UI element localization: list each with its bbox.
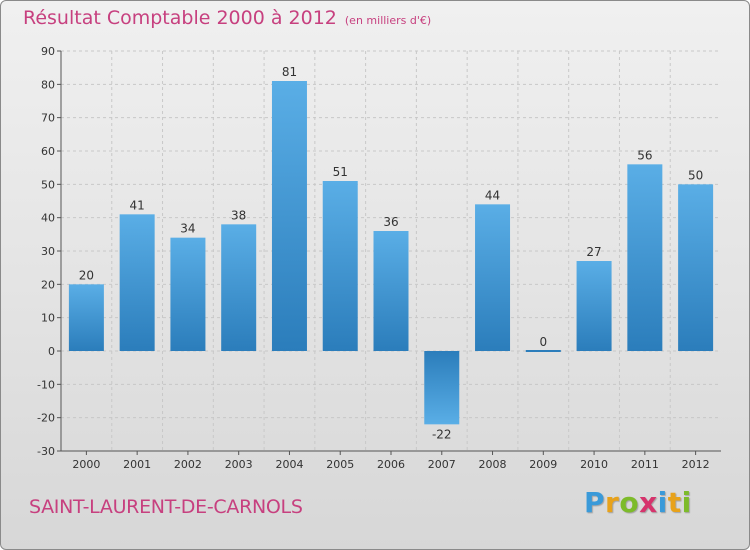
y-tick-label: 0 (48, 345, 55, 358)
chart-title: Résultat Comptable 2000 à 2012 (en millie… (23, 7, 431, 29)
bar-2005 (322, 181, 358, 351)
value-label-2005: 51 (333, 165, 348, 179)
logo-letter: i (657, 486, 668, 519)
x-tick-label-2009: 2009 (529, 458, 557, 471)
town-name: SAINT-LAURENT-DE-CARNOLS (29, 496, 303, 518)
value-label-2006: 36 (383, 215, 398, 229)
x-tick-label-2007: 2007 (428, 458, 456, 471)
x-tick-label-2000: 2000 (72, 458, 100, 471)
y-tick-label: 60 (41, 145, 55, 158)
y-tick-label: 90 (41, 45, 55, 58)
bar-2011 (627, 164, 663, 351)
bar-2006 (373, 231, 409, 351)
chart-subtitle: (en milliers d'€) (344, 14, 432, 27)
bar-2008 (475, 204, 511, 351)
chart-title-text: Résultat Comptable 2000 à 2012 (23, 7, 337, 29)
logo-letter: r (605, 486, 620, 519)
label-layer: 20 41 34 38 81 51 36 -22 44 0 27 56 50 (79, 65, 704, 441)
bar-2007 (424, 351, 460, 425)
x-tick-label-2012: 2012 (682, 458, 710, 471)
logo-letter: P (584, 486, 606, 519)
value-label-2002: 34 (180, 222, 195, 236)
bar-2001 (119, 214, 155, 351)
y-tick-label: 70 (41, 112, 55, 125)
y-tick-label: -10 (37, 378, 55, 391)
value-label-2010: 27 (586, 245, 601, 259)
bar-layer (68, 81, 714, 425)
y-tick-label: 30 (41, 245, 55, 258)
y-tick-label: -30 (37, 445, 55, 458)
x-tick-label-2002: 2002 (174, 458, 202, 471)
bar-2002 (170, 237, 206, 351)
logo-letter: o (619, 486, 640, 519)
x-tick-label-2011: 2011 (631, 458, 659, 471)
bar-2000 (68, 284, 104, 351)
logo-letter: t (667, 486, 682, 519)
y-tick-label: 80 (41, 78, 55, 91)
x-tick-label-2004: 2004 (275, 458, 303, 471)
y-tick-label: 20 (41, 278, 55, 291)
x-tick-label-2005: 2005 (326, 458, 354, 471)
value-label-2004: 81 (282, 65, 297, 79)
value-label-2000: 20 (79, 268, 94, 282)
bar-2012 (678, 184, 714, 351)
x-tick-label-2001: 2001 (123, 458, 151, 471)
value-label-2012: 50 (688, 168, 703, 182)
value-label-2009: 0 (539, 335, 547, 349)
value-label-2001: 41 (130, 198, 145, 212)
x-tick-label-2008: 2008 (479, 458, 507, 471)
logo-letter: i (681, 486, 692, 519)
y-tick-label: -20 (37, 412, 55, 425)
proxiti-logo[interactable]: Proxiti (584, 486, 692, 519)
x-tick-label-2003: 2003 (225, 458, 253, 471)
x-tick-label-2010: 2010 (580, 458, 608, 471)
value-label-2008: 44 (485, 188, 500, 202)
value-label-2007: -22 (432, 427, 452, 441)
bar-2003 (221, 224, 257, 351)
y-tick-label: 40 (41, 212, 55, 225)
bar-2010 (576, 261, 612, 351)
value-label-2011: 56 (637, 148, 652, 162)
x-tick-label-2006: 2006 (377, 458, 405, 471)
y-tick-label: 10 (41, 312, 55, 325)
value-label-2003: 38 (231, 208, 246, 222)
logo-letter: x (639, 486, 658, 519)
y-tick-label: 50 (41, 178, 55, 191)
bar-2004 (271, 81, 307, 351)
